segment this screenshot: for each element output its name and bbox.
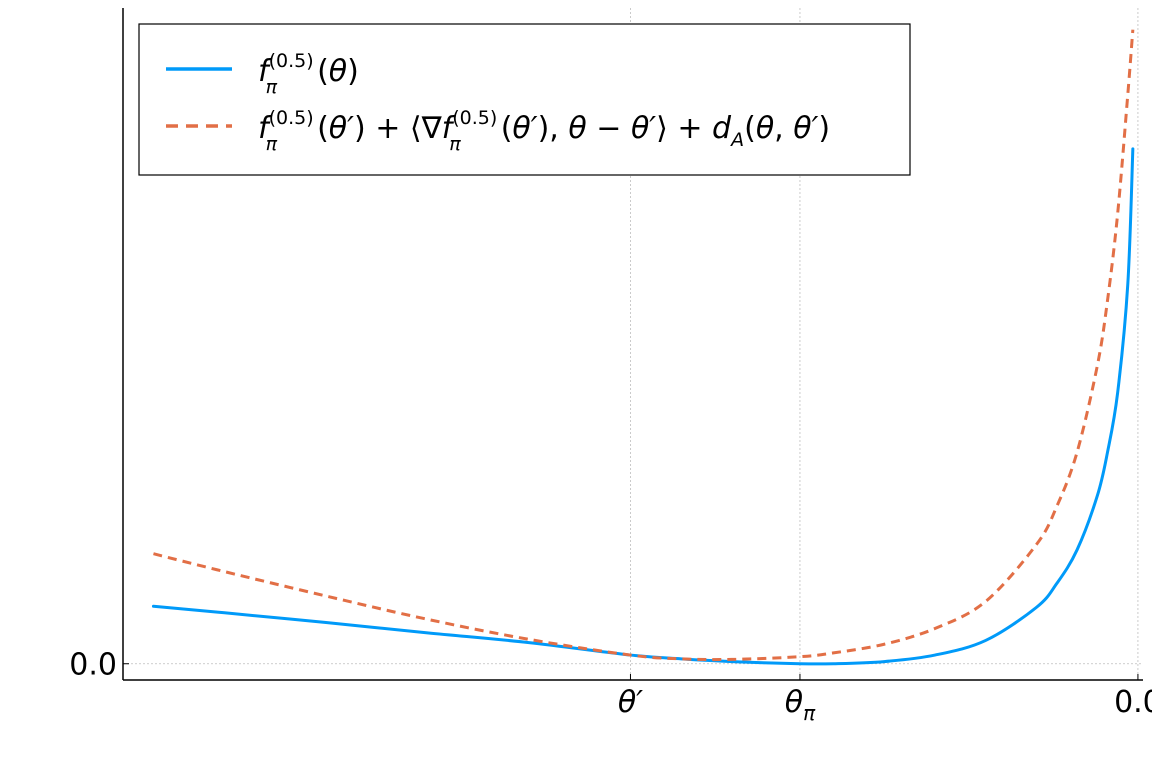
legend-label-series-1: f(0.5) π (θ) — [258, 50, 359, 98]
series-line-2 — [153, 29, 1135, 662]
tick-layer: θ′ θπ 0.0 0.0 — [69, 648, 1152, 725]
y-tick-label-1: 0.0 — [69, 648, 117, 683]
series-layer — [151, 29, 1135, 666]
x-tick-label-1: θ′ — [618, 685, 643, 720]
x-tick-label-2: θπ — [785, 685, 816, 725]
legend: f(0.5) π (θ) f(0.5) π (θ′) + ⟨∇f(0.5) π (θ′), … — [138, 23, 911, 176]
axes-layer — [122, 8, 1143, 681]
series-line-1 — [151, 147, 1135, 666]
legend-box — [138, 23, 911, 176]
x-tick-label-3: 0.0 — [1114, 685, 1152, 720]
legend-label-series-2: f(0.5) π (θ′) + ⟨∇f(0.5) π (θ′), θ − θ′⟩ + d… — [258, 107, 830, 155]
